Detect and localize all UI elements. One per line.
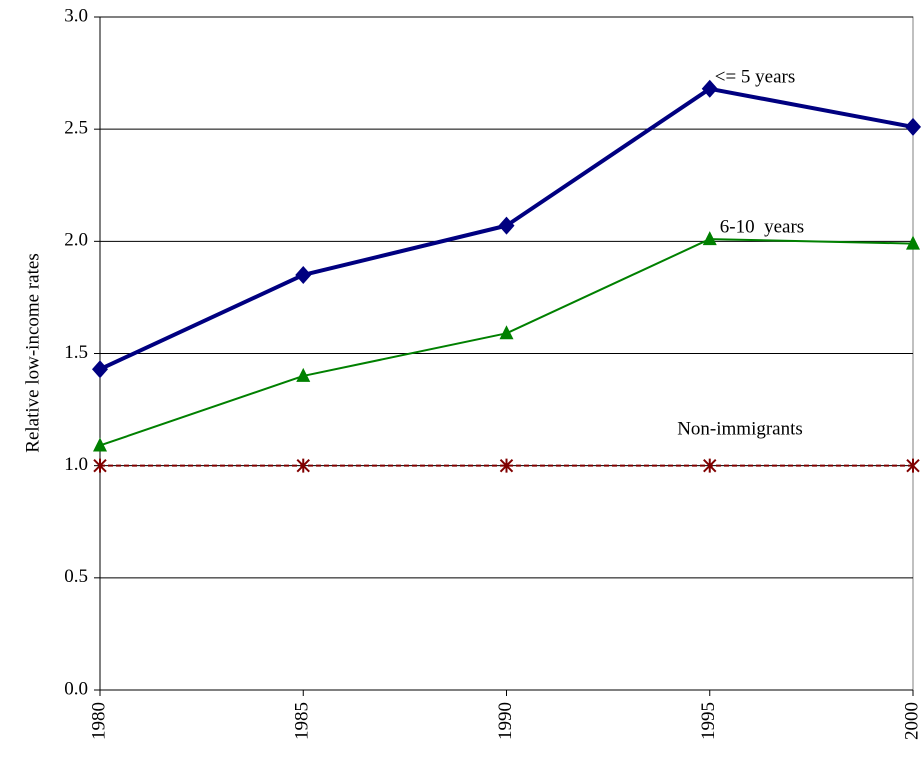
- x-tick-label: 2000: [901, 702, 922, 740]
- y-tick-label: 1.5: [64, 342, 88, 363]
- marker: [295, 265, 312, 284]
- y-tick-label: 3.0: [64, 5, 88, 26]
- marker: [93, 458, 107, 473]
- series-label: <= 5 years: [715, 66, 796, 87]
- marker: [906, 235, 920, 250]
- marker: [906, 458, 920, 473]
- y-tick-label: 0.5: [64, 566, 88, 587]
- marker: [499, 325, 514, 340]
- marker: [499, 458, 514, 473]
- x-tick-label: 1995: [698, 702, 719, 740]
- y-tick-label: 1.0: [64, 454, 88, 475]
- marker: [92, 360, 108, 379]
- y-tick-label: 0.0: [64, 678, 88, 699]
- marker: [701, 79, 718, 98]
- series-label: Non-immigrants: [677, 418, 803, 439]
- marker: [296, 458, 310, 473]
- marker: [703, 458, 717, 473]
- marker: [498, 216, 515, 235]
- y-tick-label: 2.0: [64, 230, 88, 251]
- x-tick-label: 1990: [495, 702, 516, 740]
- series-label: 6-10 years: [720, 216, 804, 237]
- x-tick-label: 1985: [292, 702, 313, 740]
- x-tick-label: 1980: [88, 702, 109, 740]
- marker: [905, 117, 921, 136]
- y-axis-label: Relative low-income rates: [22, 253, 43, 452]
- series-line: [99, 238, 914, 447]
- marker: [296, 367, 311, 382]
- marker: [702, 231, 717, 246]
- marker: [93, 437, 107, 452]
- y-tick-label: 2.5: [64, 118, 88, 139]
